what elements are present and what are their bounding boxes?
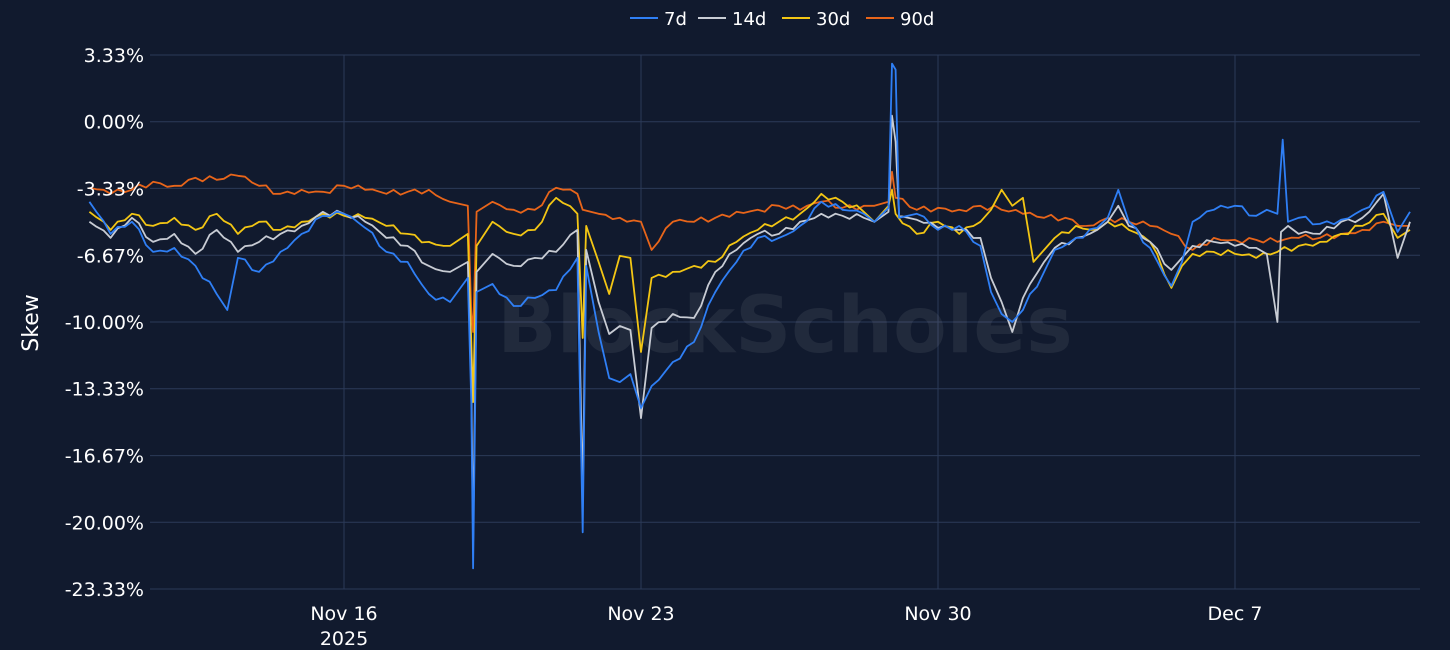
x-tick-label: Dec 7 [1208, 603, 1263, 625]
y-tick-label: -23.33% [65, 579, 144, 601]
x-tick-label: Nov 23 [607, 603, 674, 625]
x-tick-label: Nov 16 [310, 603, 377, 625]
series-line-7d [88, 62, 1411, 570]
legend: 7d 14d 30d 90d [630, 9, 934, 30]
series-line-14d [88, 114, 1411, 544]
y-tick-label: -3.33% [77, 178, 144, 200]
legend-label-7d: 7d [664, 9, 687, 30]
series-line-30d [88, 188, 1411, 403]
y-axis-tick-labels: 3.33% 0.00% -3.33% -6.67% -10.00% -13.33% -16.… [65, 45, 144, 601]
legend-label-90d: 90d [900, 9, 934, 30]
legend-label-30d: 30d [816, 9, 850, 30]
x-tick-label: Nov 30 [904, 603, 971, 625]
x-axis-tick-labels: Nov 16 2025 Nov 23 Nov 30 Dec 7 [310, 603, 1262, 650]
y-axis-title: Skew [19, 294, 44, 351]
x-tick-year-label: 2025 [320, 628, 368, 650]
y-tick-label: 0.00% [84, 112, 144, 134]
y-tick-label: -20.00% [65, 512, 144, 534]
y-tick-label: -10.00% [65, 312, 144, 334]
watermark-text: BlockScholes [497, 281, 1072, 371]
y-tick-label: -13.33% [65, 379, 144, 401]
legend-label-14d: 14d [732, 9, 766, 30]
y-tick-label: -6.67% [77, 245, 144, 267]
series-lines [88, 62, 1411, 570]
y-tick-label: 3.33% [84, 45, 144, 67]
series-line-90d [89, 170, 1410, 333]
y-tick-label: -16.67% [65, 446, 144, 468]
